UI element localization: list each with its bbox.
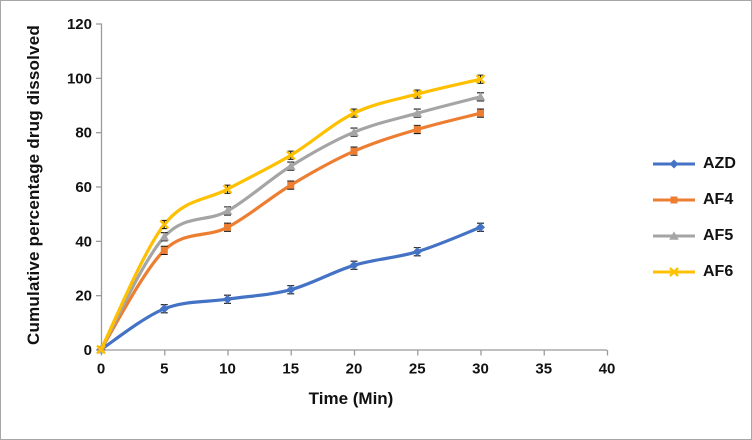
x-axis-title: Time (Min) [308, 389, 394, 408]
legend-swatch-AZD [653, 159, 695, 169]
x-tick-label: 10 [219, 361, 236, 378]
marker-triangle [349, 127, 359, 136]
x-tick-label: 5 [160, 361, 168, 378]
legend-item-AF4: AF4 [652, 189, 736, 211]
marker-square [350, 147, 358, 155]
series-markers-AF6 [96, 74, 486, 355]
y-tick-label: 120 [67, 16, 92, 33]
marker-square [224, 223, 231, 231]
error-bars-AF6 [160, 74, 484, 230]
y-tick-label: 0 [84, 342, 92, 359]
marker-diamond [349, 260, 359, 270]
legend-swatch-AF4 [653, 196, 695, 204]
y-tick-label: 20 [75, 288, 92, 305]
marker-square [670, 196, 678, 204]
legend-swatch-AF6 [653, 267, 695, 277]
series-markers-AZD [96, 222, 485, 354]
y-tick-label: 80 [75, 125, 92, 142]
x-tick-label: 0 [97, 361, 105, 378]
marker-diamond [669, 159, 679, 169]
legend-item-AF6: AF6 [652, 261, 736, 283]
marker-triangle [475, 92, 486, 101]
marker-square [477, 109, 484, 117]
marker-x [475, 74, 486, 85]
marker-x [159, 219, 170, 230]
marker-diamond [286, 285, 296, 295]
legend-label-AF6: AF6 [703, 263, 734, 280]
y-tick-label: 100 [67, 70, 92, 87]
marker-triangle [222, 206, 233, 215]
x-tick-label: 20 [346, 361, 363, 378]
x-tick-label: 15 [282, 361, 299, 378]
x-tick-label: 30 [472, 361, 489, 378]
y-axis-title: Cumulative percentage drug dissolved [24, 25, 43, 345]
marker-x [669, 267, 679, 277]
legend-label-AF5: AF5 [703, 227, 734, 244]
marker-diamond [159, 304, 169, 314]
marker-x [349, 108, 359, 119]
marker-square [160, 246, 168, 254]
marker-diamond [412, 247, 422, 257]
marker-square [287, 181, 295, 189]
legend-label-AZD: AZD [703, 155, 736, 172]
marker-triangle [286, 161, 296, 170]
marker-triangle [669, 231, 679, 240]
marker-diamond [223, 294, 232, 304]
marker-x [412, 89, 423, 99]
y-tick-label: 60 [75, 179, 92, 196]
legend: AZD AF4 AF5 AF6 [652, 153, 736, 283]
y-tick-label: 40 [75, 233, 92, 250]
marker-triangle [159, 232, 170, 241]
legend-swatch-AF5 [653, 231, 695, 240]
x-tick-label: 25 [409, 361, 426, 378]
error-bars-AZD [160, 222, 484, 314]
marker-square [413, 125, 421, 133]
legend-item-AZD: AZD [652, 153, 736, 175]
x-tick-label: 35 [535, 361, 552, 378]
x-tick-label: 40 [599, 361, 616, 378]
marker-diamond [476, 222, 485, 232]
marker-x [285, 150, 296, 161]
marker-x [96, 344, 106, 355]
legend-item-AF5: AF5 [652, 225, 736, 247]
marker-triangle [412, 108, 423, 117]
axis-lines [100, 23, 607, 351]
series-markers-AF4 [97, 109, 484, 353]
legend-label-AF4: AF4 [703, 191, 734, 208]
marker-x [222, 184, 233, 195]
series-line-AF6 [99, 77, 483, 352]
